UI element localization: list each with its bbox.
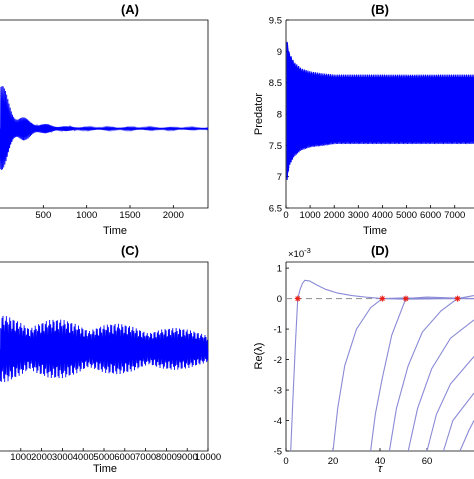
panel-c-xtick-label: 8000 [156, 452, 177, 463]
panel-b-ytick-label: 7.5 [269, 141, 282, 152]
panel-d-eigen-curve-3 [370, 296, 474, 452]
panel-a-axes [0, 19, 209, 209]
panel-d-axes [285, 261, 474, 452]
panel-c-xtick-label: 4000 [73, 452, 94, 463]
panel-c-xtick-label: 6000 [114, 452, 135, 463]
panel-d-ytick-label: -3 [274, 386, 282, 397]
panel-d-ytick-label: -2 [274, 355, 282, 366]
panel-c: (C) 1000 2000 3000 4000 5000 6000 7000 8000 9000… [0, 243, 221, 475]
panel-d-xtick-label: 20 [328, 456, 339, 467]
panel-b-ytick-label: 7 [277, 172, 282, 183]
panel-d-eigen-curve-4 [388, 294, 474, 452]
panel-b-ytick-label: 8 [277, 110, 282, 121]
panel-c-title: (C) [121, 243, 139, 258]
panel-d-crossing-marker [379, 295, 386, 302]
panel-b-xtick-label: 5000 [396, 210, 417, 221]
panel-d-xtick-label: 60 [422, 456, 433, 467]
panel-b-signal [286, 41, 474, 180]
panel-a-xtick-label: 500 [35, 210, 51, 221]
panel-b-ytick-label: 6.5 [269, 204, 282, 215]
panel-d-ytick-label: -4 [274, 416, 282, 427]
panel-b: (B) 0 1000 2000 3000 4000 5000 6000 7000 6.5 7 7.5… [253, 2, 474, 237]
panel-d: (D) ×10-3 0 20 40 60 1 0 -1 -2 -3 -4 -5 Re(λ) τ [253, 243, 474, 475]
panel-b-xtick-label: 6000 [420, 210, 441, 221]
panel-d-ytick-label: -1 [274, 325, 282, 336]
panel-a-xtick-label: 2000 [163, 210, 184, 221]
panel-d-title: (D) [371, 243, 389, 258]
panel-b-xlabel: Time [363, 225, 387, 237]
panel-b-ytick-label: 9 [277, 47, 282, 58]
panel-d-xtick-label: 0 [283, 456, 288, 467]
panel-c-xtick-label: 1000 [10, 452, 31, 463]
panel-b-xtick-label: 7000 [444, 210, 465, 221]
panel-c-xlabel: Time [93, 463, 117, 474]
panel-d-eigen-curve-2 [332, 297, 474, 452]
panel-d-ytick-label: -5 [274, 447, 282, 458]
panel-c-xtick-label: 3000 [52, 452, 73, 463]
panel-b-xtick-label: 0 [283, 210, 288, 221]
panel-d-crossing-marker [454, 295, 461, 302]
panel-b-xtick-label: 3000 [348, 210, 369, 221]
panel-d-crossing-marker [402, 295, 409, 302]
panel-b-title: (B) [371, 2, 389, 17]
panel-b-xtick-label: 2000 [324, 210, 345, 221]
panel-d-xlabel: τ [378, 463, 383, 474]
panel-d-eigen-curve-8 [459, 420, 474, 452]
panel-c-xtick-label: 7000 [135, 452, 156, 463]
panel-a-signal [0, 85, 209, 170]
panel-d-scale-factor: ×10-3 [288, 246, 311, 260]
panel-d-ylabel: Re(λ) [253, 343, 265, 370]
panel-d-ytick-label: 1 [277, 264, 282, 275]
panel-a-xlabel: Time [103, 225, 127, 237]
panel-b-ylabel: Predator [253, 93, 265, 136]
panel-b-ytick-label: 8.5 [269, 78, 282, 89]
panel-c-xtick-label: 2000 [31, 452, 52, 463]
panel-c-signal [0, 315, 209, 383]
panel-d-eigen-curve-5 [407, 319, 474, 452]
panel-d-crossing-marker [294, 295, 301, 302]
panel-c-xtick-label: 5000 [93, 452, 114, 463]
panel-c-xtick-label: 10000 [195, 452, 221, 463]
panel-d-eigen-curve-6 [426, 356, 474, 452]
panel-a-title: (A) [121, 2, 139, 17]
panel-b-xtick-label: 4000 [372, 210, 393, 221]
panel-a: (A) 500 1000 1500 2000 Time [0, 2, 209, 237]
panel-a-xtick-label: 1000 [76, 210, 97, 221]
panel-b-ytick-label: 9.5 [269, 16, 282, 27]
panel-c-xtick-label: 9000 [177, 452, 198, 463]
panel-d-xtick-label: 40 [375, 456, 386, 467]
panel-d-eigen-curve-7 [442, 392, 474, 452]
panel-d-eigen-curve-1 [290, 279, 474, 452]
panel-d-ytick-label: 0 [277, 294, 282, 305]
panel-a-xtick-label: 1500 [119, 210, 140, 221]
panel-b-xtick-label: 1000 [300, 210, 321, 221]
